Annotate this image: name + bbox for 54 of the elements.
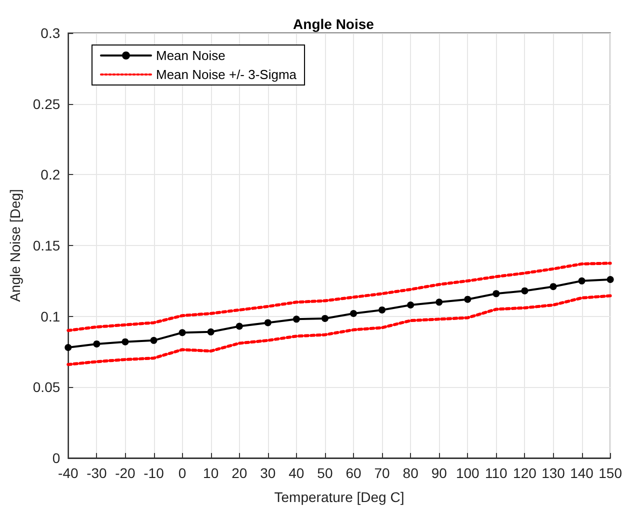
x-tick-label: -20 bbox=[115, 465, 136, 481]
point bbox=[292, 316, 300, 323]
point bbox=[207, 328, 214, 336]
point bbox=[492, 290, 500, 298]
point bbox=[321, 314, 328, 322]
point bbox=[550, 283, 557, 290]
x-tick-label: 0 bbox=[178, 465, 186, 481]
x-tick-label: 80 bbox=[402, 465, 419, 481]
point bbox=[122, 338, 129, 346]
x-tick-label: 130 bbox=[542, 465, 566, 481]
x-tick-label: -10 bbox=[144, 465, 164, 481]
x-tick-label: 140 bbox=[570, 465, 594, 481]
point bbox=[436, 298, 443, 306]
x-tick-label: 150 bbox=[598, 465, 622, 481]
x-tick-label: 110 bbox=[485, 465, 508, 481]
x-axis-title: Temperature [Deg C] bbox=[274, 489, 404, 505]
x-tick-label: -40 bbox=[58, 465, 78, 481]
x-tick-label: 40 bbox=[288, 465, 304, 481]
y-tick-label: 0.25 bbox=[32, 96, 60, 112]
line-series bbox=[66, 294, 612, 366]
line-series bbox=[66, 262, 612, 332]
point bbox=[150, 336, 158, 344]
point bbox=[606, 276, 614, 283]
y-tick-label: 0.05 bbox=[32, 379, 60, 396]
x-tick-label: 10 bbox=[203, 465, 219, 481]
x-tick-label: 30 bbox=[260, 465, 276, 481]
y-tick-label: 0.15 bbox=[32, 238, 60, 254]
x-tick-label: 50 bbox=[317, 465, 333, 481]
point bbox=[64, 344, 72, 351]
x-tick-label: 20 bbox=[232, 465, 248, 481]
y-tick-label: 0.3 bbox=[40, 25, 60, 41]
point bbox=[264, 319, 272, 326]
y-tick-label: 0.2 bbox=[40, 166, 60, 183]
point bbox=[93, 340, 100, 348]
point bbox=[350, 310, 357, 317]
legend-label: Mean Noise bbox=[156, 48, 226, 63]
legend-label: Mean Noise +/- 3-Sigma bbox=[156, 67, 298, 82]
point bbox=[521, 287, 528, 294]
y-axis-title: Angle Noise [Deg] bbox=[7, 189, 23, 302]
x-tick-label: 70 bbox=[374, 465, 390, 481]
point bbox=[178, 329, 186, 336]
point bbox=[407, 302, 414, 308]
x-tick-label: 100 bbox=[456, 465, 480, 481]
x-tick-label: 60 bbox=[346, 465, 362, 481]
chart-title: Angle Noise bbox=[293, 16, 374, 32]
point bbox=[236, 322, 243, 330]
x-tick-label: 120 bbox=[513, 465, 537, 481]
point bbox=[464, 296, 472, 303]
x-tick-label: -30 bbox=[86, 465, 108, 481]
y-tick-label: 0.1 bbox=[40, 308, 60, 324]
y-tick-label: 0 bbox=[52, 450, 60, 466]
point bbox=[578, 277, 586, 284]
point bbox=[378, 306, 386, 314]
x-tick-label: 90 bbox=[431, 465, 448, 481]
